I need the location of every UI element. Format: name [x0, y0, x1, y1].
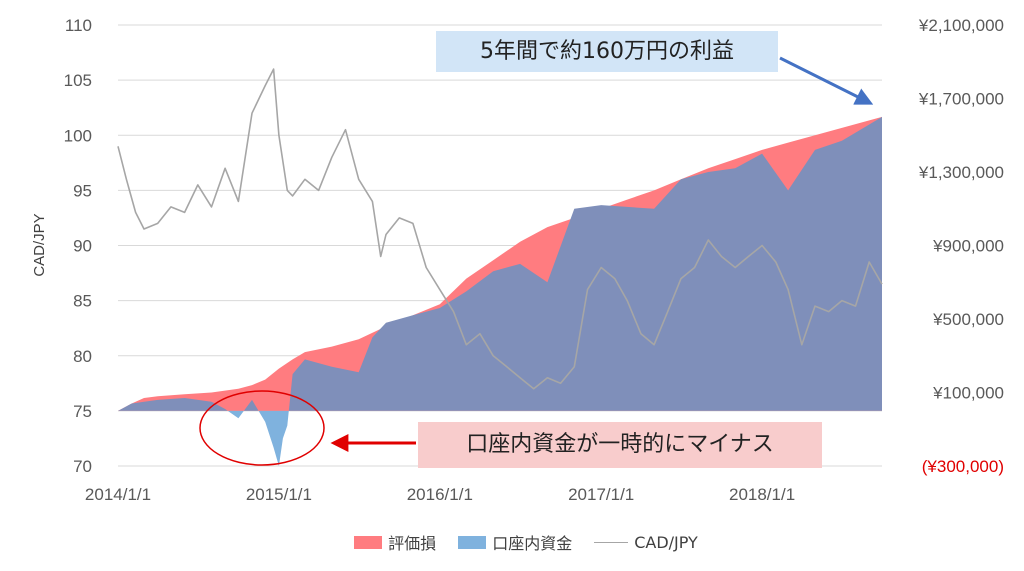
right-tick-label: ¥1,700,000 — [918, 90, 1004, 109]
legend: 評価損 口座内資金 CAD/JPY — [296, 530, 756, 554]
legend-label-funds: 口座内資金 — [492, 534, 573, 553]
right-tick-label: ¥1,300,000 — [918, 163, 1004, 182]
cadjpy-line — [117, 68, 883, 390]
left-tick-label: 100 — [64, 126, 92, 145]
right-axis-ticks: (¥300,000) ¥100,000 ¥500,000 ¥900,000 ¥1,300… — [918, 16, 1004, 476]
account-funds-area — [118, 116, 882, 466]
right-tick-label: ¥2,100,000 — [918, 16, 1004, 35]
left-tick-label: 75 — [73, 402, 92, 421]
left-tick-label: 110 — [65, 16, 92, 35]
right-tick-label: (¥300,000) — [922, 457, 1004, 476]
right-tick-label: ¥100,000 — [932, 384, 1004, 403]
x-tick-label: 2017/1/1 — [568, 485, 634, 504]
negative-highlight-ellipse — [199, 390, 325, 466]
legend-label-cadjpy: CAD/JPY — [634, 532, 698, 552]
x-axis-ticks: 2014/1/1 2015/1/1 2016/1/1 2017/1/1 2018/1/1 — [85, 485, 795, 504]
x-tick-label: 2016/1/1 — [407, 485, 473, 504]
x-tick-label: 2018/1/1 — [729, 485, 795, 504]
left-tick-label: 80 — [73, 347, 92, 366]
annotation-arrows — [199, 56, 874, 466]
profit-callout: 5年間で約160万円の利益 — [436, 31, 778, 72]
account-funds-negative-shape — [118, 410, 882, 466]
cadjpy-line-path — [117, 68, 883, 390]
left-tick-label: 95 — [73, 181, 92, 200]
legend-label-loss: 評価損 — [388, 534, 437, 553]
profit-arrow — [779, 56, 874, 105]
account-funds-positive-shape — [118, 116, 882, 411]
left-tick-label: 90 — [73, 237, 92, 256]
legend-swatch-funds — [458, 535, 487, 549]
x-tick-label: 2015/1/1 — [246, 485, 312, 504]
legend-item-cadjpy: CAD/JPY — [594, 533, 698, 552]
x-tick-label: 2014/1/1 — [85, 485, 151, 504]
negative-funds-callout: 口座内資金が一時的にマイナス — [418, 422, 822, 468]
left-tick-label: 70 — [73, 457, 92, 476]
legend-swatch-loss — [354, 535, 383, 549]
legend-item-loss: 評価損 — [354, 530, 436, 554]
legend-swatch-cadjpy — [594, 541, 629, 543]
left-tick-label: 85 — [73, 292, 92, 311]
right-tick-label: ¥500,000 — [932, 310, 1004, 329]
left-tick-label: 105 — [64, 71, 92, 90]
y-axis-title: CAD/JPY — [31, 213, 48, 276]
left-axis-ticks: 70 75 80 85 90 95 100 105 110 — [64, 16, 92, 476]
right-tick-label: ¥900,000 — [932, 237, 1004, 256]
legend-item-funds: 口座内資金 — [458, 530, 572, 554]
